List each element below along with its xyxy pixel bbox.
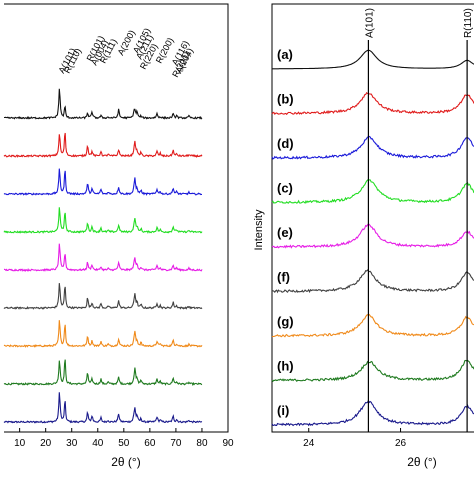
reference-line-label: R(110) bbox=[463, 8, 474, 38]
right-series-4 bbox=[271, 269, 474, 294]
left-x-tick-label: 20 bbox=[40, 438, 52, 449]
left-series-4 bbox=[3, 283, 203, 310]
right-series-8 bbox=[271, 92, 474, 116]
left-series-3 bbox=[3, 320, 203, 348]
right-series-2 bbox=[271, 359, 474, 383]
series-label: (g) bbox=[277, 314, 294, 329]
series-label: (h) bbox=[277, 359, 294, 374]
right-series-7 bbox=[271, 135, 474, 160]
right-x-axis-label: 2θ (°) bbox=[407, 455, 436, 469]
left-plot-frame bbox=[4, 3, 229, 433]
left-x-axis-label: 2θ (°) bbox=[111, 455, 140, 469]
left-x-tick-label: 30 bbox=[66, 438, 78, 449]
series-label: (b) bbox=[277, 92, 294, 107]
right-series-5 bbox=[271, 223, 474, 249]
left-x-tick-label: 80 bbox=[196, 438, 208, 449]
left-series-1 bbox=[3, 392, 203, 424]
left-x-tick-label: 90 bbox=[222, 438, 234, 449]
series-label: (d) bbox=[277, 136, 294, 151]
left-x-tick-label: 70 bbox=[170, 438, 182, 449]
series-label: (i) bbox=[277, 403, 289, 418]
right-series-3 bbox=[271, 313, 474, 338]
left-x-tick-label: 50 bbox=[118, 438, 130, 449]
series-label: (a) bbox=[277, 47, 293, 62]
right-x-tick-label: 24 bbox=[303, 438, 315, 449]
left-x-tick-label: 60 bbox=[144, 438, 156, 449]
right-plot-frame bbox=[271, 3, 474, 433]
left-series-8 bbox=[3, 132, 203, 158]
series-label: (c) bbox=[277, 181, 293, 196]
left-series-6 bbox=[3, 207, 203, 234]
right-y-axis-label: Intensity bbox=[253, 209, 265, 250]
left-x-tick-label: 10 bbox=[14, 438, 26, 449]
left-series-2 bbox=[3, 359, 203, 387]
series-label: (f) bbox=[277, 270, 290, 285]
right-series-6 bbox=[271, 178, 474, 204]
right-series-1 bbox=[271, 399, 474, 427]
right-series-9 bbox=[272, 49, 474, 70]
series-label: (e) bbox=[277, 225, 293, 240]
left-series-9 bbox=[4, 88, 203, 120]
reference-line-label: A(101) bbox=[364, 8, 375, 38]
right-x-tick-label: 26 bbox=[395, 438, 407, 449]
left-x-tick-label: 40 bbox=[92, 438, 104, 449]
left-series-5 bbox=[3, 243, 203, 272]
left-series-7 bbox=[3, 168, 202, 196]
